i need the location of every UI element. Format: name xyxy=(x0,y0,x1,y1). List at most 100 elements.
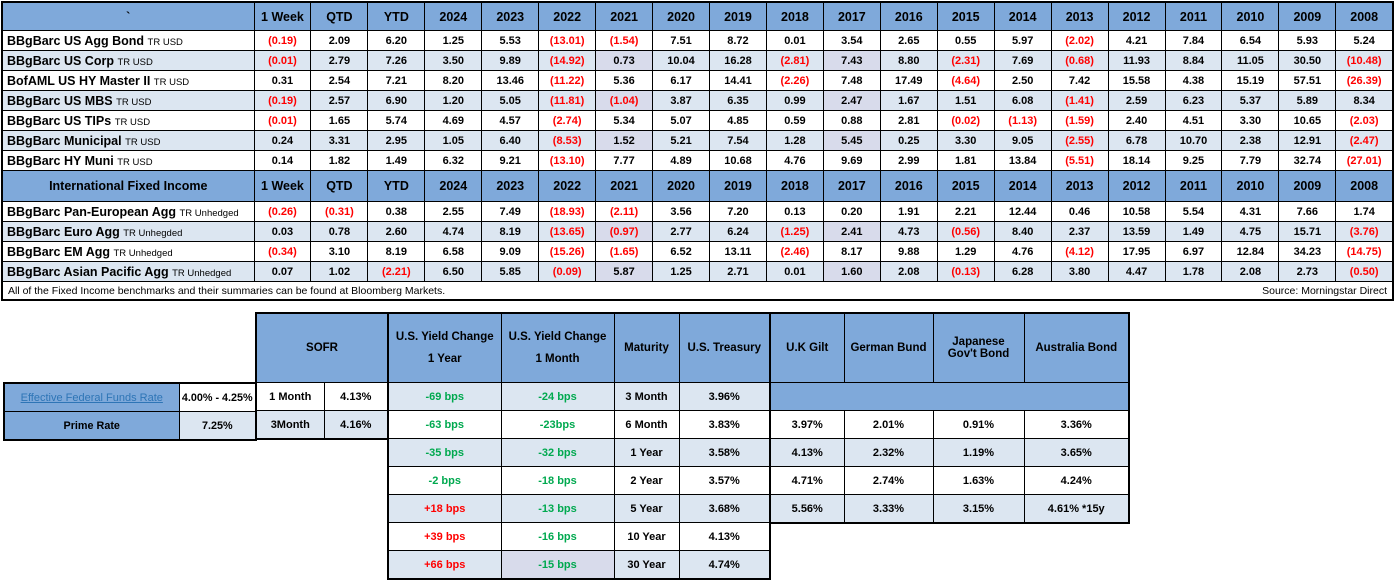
intl-section-title: International Fixed Income xyxy=(1,170,255,202)
value-cell: (0.19) xyxy=(253,90,312,111)
table-row: BBgBarc HY Muni TR USD 0.14 1.82 1.49 6.32 9.… xyxy=(1,150,1394,171)
row-label: BBgBarc EM Agg TR Unhedged xyxy=(1,241,255,262)
sofr-rate: 4.13% xyxy=(323,382,389,411)
value-cell: (2.26) xyxy=(765,70,824,91)
maturity-cell: 10 Year xyxy=(613,522,680,551)
value-cell: 1.49 xyxy=(367,150,426,171)
value-cell: 6.52 xyxy=(652,241,710,262)
value-cell: 10.65 xyxy=(1278,110,1337,131)
jgb-yield: 0.91% xyxy=(932,410,1025,439)
value-cell: 6.97 xyxy=(1164,241,1223,262)
yield-change-1m: -32 bps xyxy=(500,438,615,467)
effr-link[interactable]: Effective Federal Funds Rate xyxy=(20,391,163,404)
value-cell: 10.04 xyxy=(652,50,710,71)
value-cell: (0.68) xyxy=(1050,50,1109,71)
value-cell: 5.45 xyxy=(822,130,881,151)
value-cell: 2.47 xyxy=(822,90,881,111)
value-cell: 10.58 xyxy=(1107,201,1166,222)
table-row: BBgBarc Municipal TR USD 0.24 3.31 2.95 1.05… xyxy=(1,130,1394,151)
value-cell: 9.69 xyxy=(822,150,881,171)
value-cell: (27.01) xyxy=(1335,150,1394,171)
value-cell: 7.49 xyxy=(481,201,540,222)
value-cell: 2.08 xyxy=(1221,261,1280,282)
value-cell: 2.54 xyxy=(310,70,369,91)
value-cell: 2.79 xyxy=(310,50,369,71)
column-header: YTD xyxy=(367,1,426,31)
value-cell: 5.97 xyxy=(993,30,1052,51)
value-cell: (0.01) xyxy=(253,50,312,71)
benchmark-suffix: TR USD xyxy=(117,156,153,168)
column-header: 2020 xyxy=(652,170,710,202)
uk-gilt-yield: 5.56% xyxy=(769,494,845,524)
german-bund-yield: 2.32% xyxy=(843,438,934,467)
column-header: 2013 xyxy=(1050,170,1109,202)
value-cell: 5.74 xyxy=(367,110,426,131)
value-cell: 2.37 xyxy=(1050,221,1109,242)
value-cell: 9.88 xyxy=(879,241,938,262)
prime-rate-label: Prime Rate xyxy=(3,411,180,441)
value-cell: 5.87 xyxy=(595,261,654,282)
value-cell: 13.84 xyxy=(993,150,1052,171)
benchmark-suffix: TR Unhegded xyxy=(123,227,183,239)
column-header: 2015 xyxy=(936,1,995,31)
benchmark-name: BBgBarc US Corp xyxy=(7,53,114,68)
value-cell: (15.26) xyxy=(538,241,597,262)
table-row: BBgBarc Pan-European Agg TR Unhedged (0.2… xyxy=(1,201,1394,222)
australia-bond-yield: 4.24% xyxy=(1023,466,1130,495)
value-cell: (2.03) xyxy=(1335,110,1394,131)
column-header: 2019 xyxy=(709,1,767,31)
corner-header-cell: ` xyxy=(1,1,255,31)
benchmark-suffix: TR Unhedged xyxy=(179,207,239,219)
column-header: 2011 xyxy=(1164,170,1223,202)
value-cell: 2.08 xyxy=(879,261,938,282)
value-cell: 57.51 xyxy=(1278,70,1337,91)
value-cell: 1.49 xyxy=(1164,221,1223,242)
value-cell: 16.28 xyxy=(709,50,767,71)
value-cell: 6.78 xyxy=(1107,130,1166,151)
german-bund-yield: 2.01% xyxy=(843,410,934,439)
value-cell: 3.54 xyxy=(822,30,881,51)
value-cell: (0.19) xyxy=(253,30,312,51)
value-cell: (13.10) xyxy=(538,150,597,171)
value-cell: 6.54 xyxy=(1221,30,1280,51)
value-cell: 6.58 xyxy=(424,241,483,262)
intl-section-header-row: International Fixed Income 1 Week QTD YTD 20… xyxy=(1,170,1394,202)
maturity-cell: 1 Year xyxy=(613,438,680,467)
column-header: 2021 xyxy=(595,1,654,31)
value-cell: 2.21 xyxy=(936,201,995,222)
international-bonds-table: U.K Gilt German Bund Japanese Gov't Bond… xyxy=(769,312,1130,524)
value-cell: 6.20 xyxy=(367,30,426,51)
value-cell: 1.60 xyxy=(822,261,881,282)
value-cell: (0.13) xyxy=(936,261,995,282)
yield-change-1m: -15 bps xyxy=(500,550,615,580)
value-cell: 9.89 xyxy=(481,50,540,71)
value-cell: 0.03 xyxy=(253,221,312,242)
jgb-yield: 3.15% xyxy=(932,494,1025,524)
uk-gilt-header: U.K Gilt xyxy=(769,312,845,383)
intl-yield-row: 3.97% 2.01% 0.91% 3.36% xyxy=(769,410,1130,439)
value-cell: 1.20 xyxy=(424,90,483,111)
value-cell: 2.38 xyxy=(1221,130,1280,151)
sofr-rate: 4.16% xyxy=(323,410,389,440)
value-cell: 12.84 xyxy=(1221,241,1280,262)
no-data-region xyxy=(769,382,1130,411)
column-header: 2020 xyxy=(652,1,710,31)
value-cell: 8.20 xyxy=(424,70,483,91)
value-cell: 6.40 xyxy=(481,130,540,151)
value-cell: 10.68 xyxy=(709,150,767,171)
yield-change-1y: -35 bps xyxy=(387,438,502,467)
value-cell: 6.24 xyxy=(709,221,767,242)
treasury-header: U.S. Treasury xyxy=(678,312,771,383)
value-cell: 6.28 xyxy=(993,261,1052,282)
value-cell: 5.05 xyxy=(481,90,540,111)
sofr-term: 3Month xyxy=(255,410,325,440)
intl-yield-row: 4.13% 2.32% 1.19% 3.65% xyxy=(769,438,1130,467)
value-cell: 5.89 xyxy=(1278,90,1337,111)
value-cell: 4.73 xyxy=(879,221,938,242)
value-cell: (4.64) xyxy=(936,70,995,91)
column-header: 2016 xyxy=(879,170,938,202)
table-row: BBgBarc US Corp TR USD (0.01) 2.79 7.26 3.50… xyxy=(1,50,1394,71)
jgb-yield: 1.63% xyxy=(932,466,1025,495)
column-header: YTD xyxy=(367,170,426,202)
effr-label-cell: Effective Federal Funds Rate xyxy=(3,382,180,412)
